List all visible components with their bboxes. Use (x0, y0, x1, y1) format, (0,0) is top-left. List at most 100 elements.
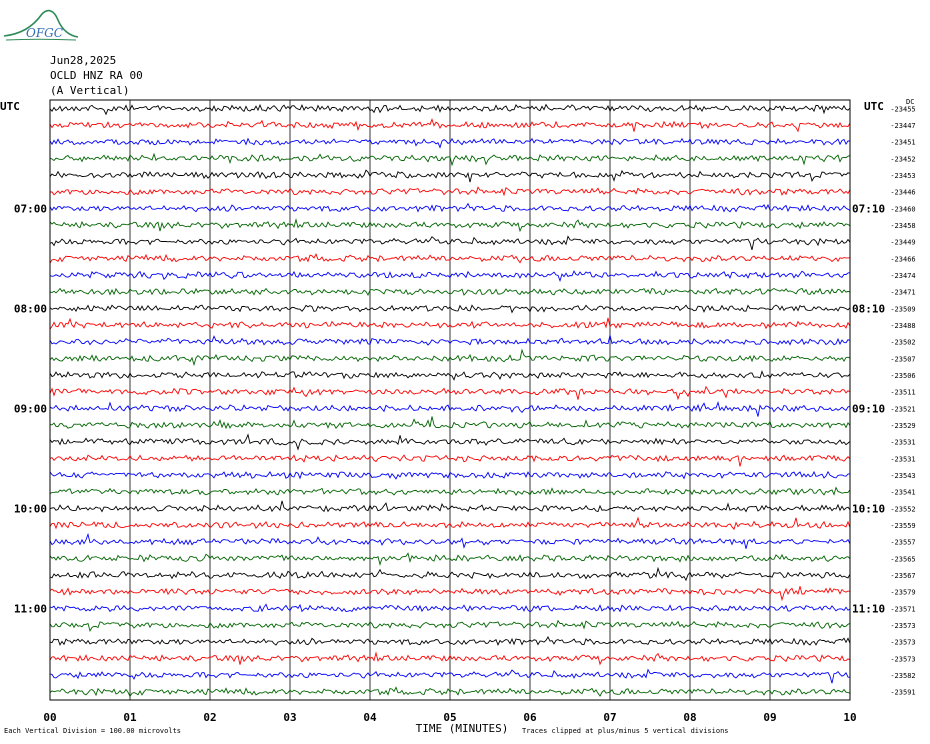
logo-text: OFGC (26, 26, 63, 40)
trace-line (49, 619, 851, 633)
ofgc-logo: OFGC (3, 9, 79, 41)
trace-line (49, 532, 851, 549)
trace-line (49, 252, 851, 264)
left-utc-label: UTC (0, 100, 20, 113)
plot-frame (49, 99, 851, 701)
dc-offset-label: -23446 (890, 189, 915, 197)
seismic-traces (49, 103, 851, 698)
trace-line (49, 500, 851, 513)
dc-offset-label: -23509 (890, 305, 915, 313)
trace-line (49, 470, 851, 480)
x-tick-label: 07 (603, 711, 616, 724)
dc-offset-label: -23571 (890, 605, 915, 613)
trace-line (49, 217, 851, 233)
dc-offset-label: -23506 (890, 372, 915, 380)
dc-offset-label: -23452 (890, 155, 915, 163)
dc-offset-label: -23507 (890, 355, 915, 363)
dc-offset-label: -23573 (890, 622, 915, 630)
scale-note: Each Vertical Division = 100.00 microvol… (4, 727, 181, 735)
trace-line (49, 370, 851, 381)
right-time-label: 08:10 (852, 302, 885, 315)
trace-line (49, 516, 851, 531)
dc-offset-label: -23591 (890, 689, 915, 697)
x-tick-label: 00 (43, 711, 56, 724)
trace-line (49, 416, 851, 430)
header-date: Jun28,2025 (50, 54, 117, 67)
left-time-label: 11:00 (14, 602, 47, 615)
trace-line (49, 137, 850, 149)
trace-line (49, 400, 851, 417)
trace-line (49, 651, 851, 666)
trace-line (49, 287, 851, 297)
dc-offset-label: -23573 (890, 639, 915, 647)
dc-offset-label: -23543 (890, 472, 915, 480)
header-station: OCLD HNZ RA 00 (50, 69, 143, 82)
right-utc-label: UTC (864, 100, 884, 113)
x-tick-label: 05 (443, 711, 456, 724)
dc-label: DC (906, 98, 914, 106)
trace-line (49, 304, 851, 314)
x-tick-label: 09 (763, 711, 776, 724)
x-tick-label: 06 (523, 711, 537, 724)
trace-line (49, 454, 851, 467)
dc-offset-label: -23511 (890, 389, 915, 397)
x-tick-label: 01 (123, 711, 137, 724)
axis-labels: -23455 -23447 -23451 -23452 -23453 -23446 -234… (0, 98, 916, 735)
trace-line (49, 433, 851, 451)
trace-line (49, 317, 851, 330)
dc-offset-label: -23552 (890, 505, 915, 513)
trace-line (49, 566, 851, 582)
trace-line (49, 235, 851, 251)
dc-offset-label: -23531 (890, 455, 915, 463)
header-component: (A Vertical) (50, 84, 130, 97)
trace-line (49, 552, 851, 566)
trace-line (49, 103, 851, 116)
dc-offset-label: -23579 (890, 589, 915, 597)
trace-line (49, 586, 851, 602)
trace-line (49, 186, 851, 197)
x-axis-title: TIME (MINUTES) (416, 722, 509, 735)
left-time-label: 09:00 (14, 402, 47, 415)
trace-line (49, 270, 851, 283)
right-time-label: 09:10 (852, 402, 885, 415)
trace-line (49, 385, 851, 401)
trace-line (49, 169, 851, 183)
left-time-label: 07:00 (14, 202, 47, 215)
dc-offset-label: -23573 (890, 655, 915, 663)
dc-offset-label: -23488 (890, 322, 915, 330)
right-time-label: 11:10 (852, 602, 885, 615)
dc-offset-label: -23529 (890, 422, 915, 430)
x-tick-label: 02 (203, 711, 216, 724)
dc-offset-label: -23447 (890, 122, 915, 130)
dc-offset-label: -23557 (890, 539, 915, 547)
dc-offset-label: -23471 (890, 289, 915, 297)
trace-line (49, 335, 851, 346)
x-tick-label: 08 (683, 711, 696, 724)
dc-offset-label: -23559 (890, 522, 915, 530)
dc-offset-label: -23474 (890, 272, 915, 280)
right-time-label: 10:10 (852, 502, 885, 515)
dc-offset-label: -23541 (890, 489, 915, 497)
dc-offset-label: -23565 (890, 555, 915, 563)
grid-lines (129, 100, 771, 700)
trace-line (49, 636, 851, 646)
trace-line (49, 603, 851, 613)
trace-line (49, 668, 851, 684)
dc-offset-label: -23453 (890, 172, 915, 180)
dc-offset-label: -23451 (890, 139, 915, 147)
trace-line (49, 686, 851, 698)
right-time-label: 07:10 (852, 202, 885, 215)
x-tick-label: 10 (843, 711, 856, 724)
dc-offset-label: -23531 (890, 439, 915, 447)
trace-line (49, 118, 851, 133)
trace-line (49, 348, 851, 367)
left-time-label: 08:00 (14, 302, 47, 315)
x-tick-label: 04 (363, 711, 377, 724)
left-time-label: 10:00 (14, 502, 47, 515)
dc-offset-label: -23521 (890, 405, 915, 413)
trace-line (49, 202, 851, 213)
x-tick-label: 03 (283, 711, 296, 724)
dc-offset-label: -23449 (890, 239, 915, 247)
dc-offset-label: -23567 (890, 572, 915, 580)
